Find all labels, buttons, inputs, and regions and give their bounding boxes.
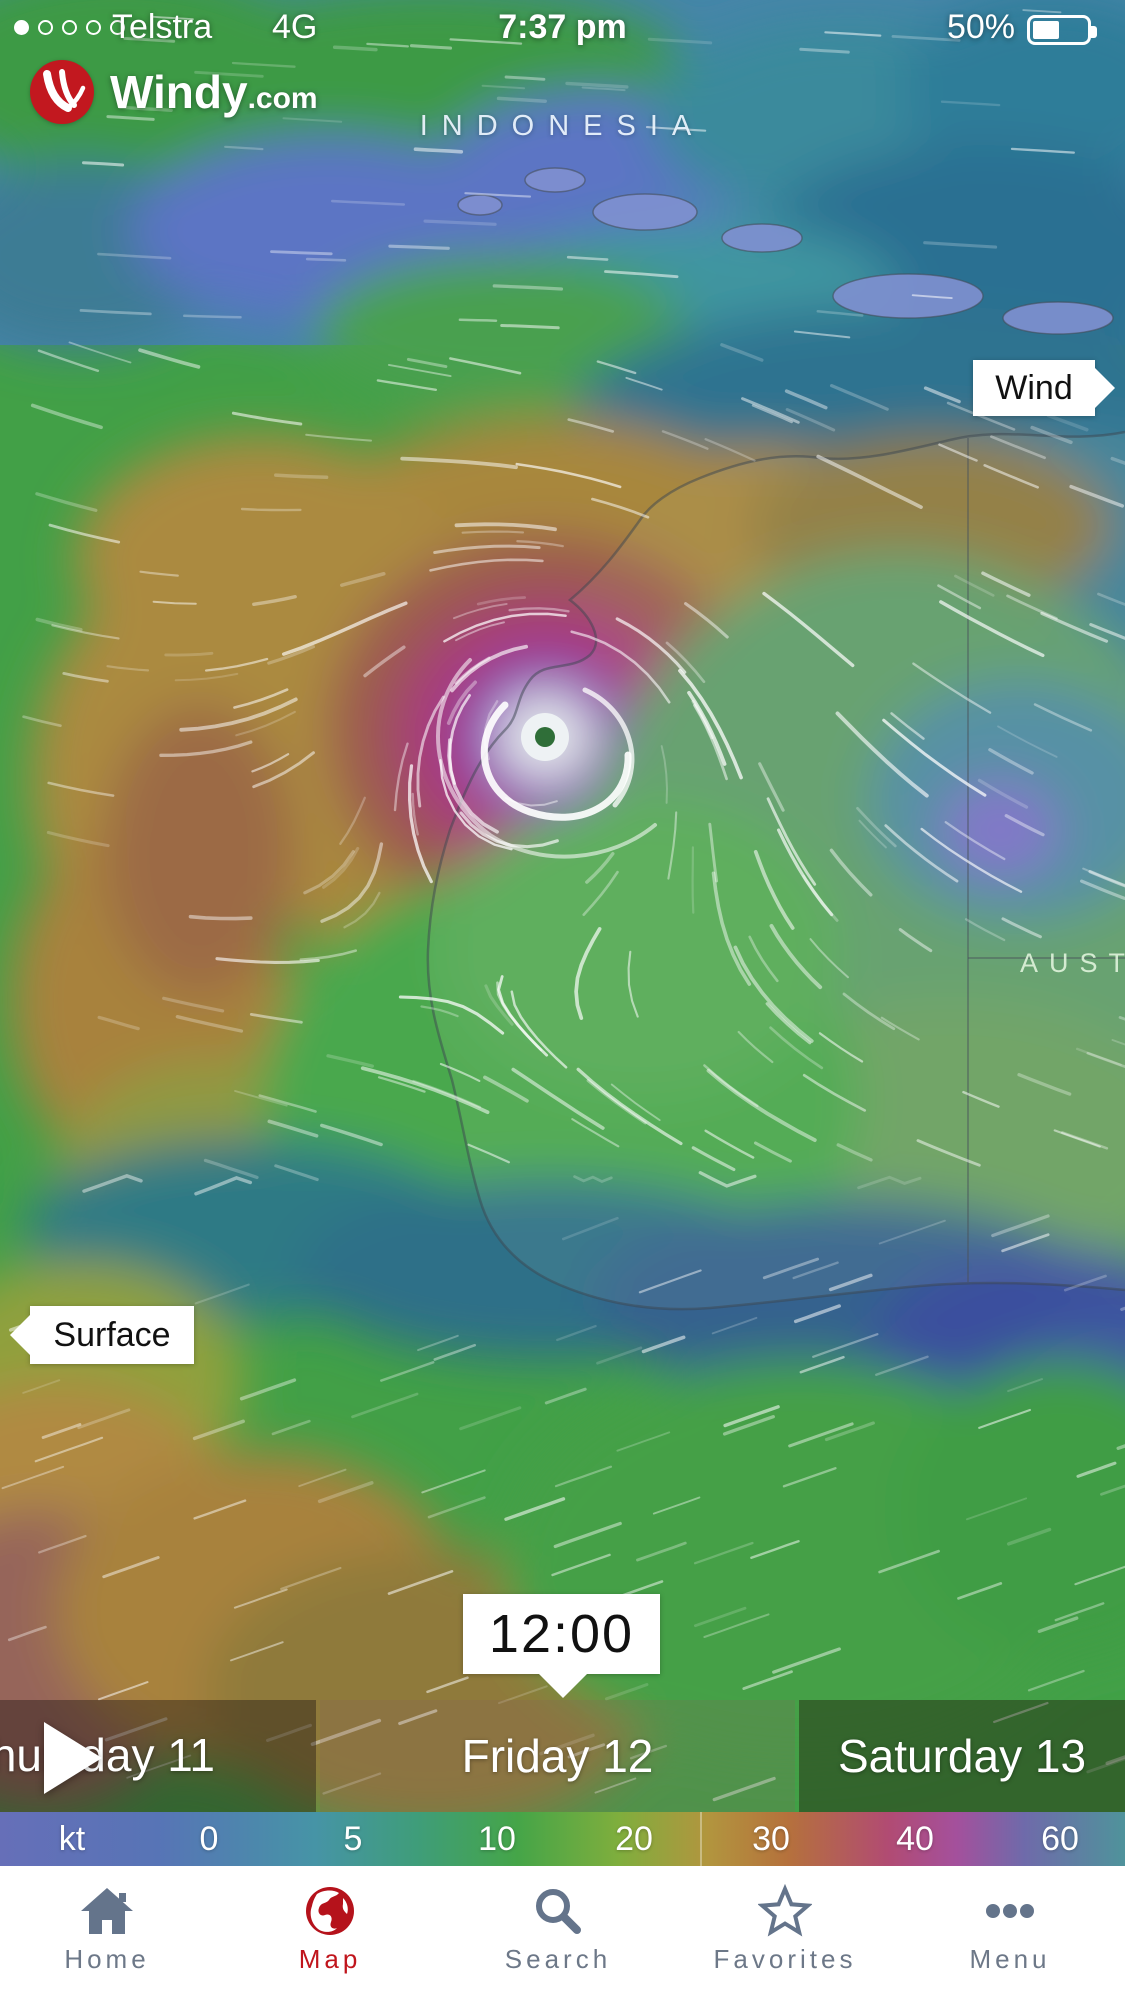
day-label: Saturday 13 [837, 1730, 1087, 1782]
legend-tick: 10 [478, 1820, 516, 1858]
legend-divider [700, 1812, 702, 1866]
timeline-day-friday[interactable]: Friday 12 [320, 1700, 795, 1812]
ellipsis-icon [983, 1882, 1037, 1940]
timeline-day-saturday[interactable]: Saturday 13 [799, 1700, 1125, 1812]
nav-item-home[interactable]: Home [7, 1866, 207, 2001]
legend-tick: 30 [752, 1820, 790, 1858]
overlay-picker-badge[interactable]: Wind [973, 360, 1115, 416]
nav-label: Home [64, 1944, 150, 1974]
state-borders [967, 438, 1125, 1282]
bottom-nav-bar: Home Map Search [0, 1866, 1125, 2001]
legend-tick: 60 [1041, 1820, 1079, 1858]
nav-label: Menu [969, 1944, 1051, 1974]
selected-time-label: 12:00 [488, 1604, 635, 1664]
legend-tick: 5 [343, 1820, 363, 1858]
islands-layer [457, 167, 1114, 335]
app-name: Windy [110, 66, 248, 118]
battery-icon [1027, 15, 1097, 45]
day-label: Thursday 11 [0, 1729, 215, 1781]
nav-item-favorites[interactable]: Favorites [685, 1866, 885, 2001]
selected-time-bubble[interactable]: 12:00 [463, 1594, 660, 1698]
wind-streaks-layer [1, 9, 1125, 1802]
nav-label: Map [298, 1944, 362, 1974]
globe-icon [303, 1882, 357, 1940]
map-label-australia: AUSTR [1020, 948, 1125, 978]
legend-tick: 20 [615, 1820, 653, 1858]
home-icon [80, 1882, 134, 1940]
legend-unit-label: kt [58, 1820, 86, 1858]
windy-logo[interactable]: Windy.com [30, 60, 318, 124]
nav-item-search[interactable]: Search [458, 1866, 658, 2001]
nav-label: Search [504, 1944, 612, 1974]
network-type-label: 4G [272, 8, 318, 46]
windy-logo-icon [30, 60, 94, 124]
app-domain: .com [247, 82, 318, 115]
timeline-scrubber[interactable]: Thursday 11 Friday 12 Saturday 13 [0, 1700, 1125, 1812]
search-icon [531, 1882, 585, 1940]
nav-label: Favorites [713, 1944, 857, 1974]
map-label-indonesia: INDONESIA [419, 110, 706, 142]
star-icon [758, 1882, 812, 1940]
cyclone-icon [435, 658, 657, 859]
status-bar: Telstra 4G 7:37 pm 50% [0, 0, 1125, 56]
carrier-label: Telstra [112, 8, 213, 46]
chevron-right-icon [1095, 368, 1115, 408]
wind-speed-legend[interactable]: kt 0 5 10 20 30 40 60 [0, 1812, 1125, 1866]
play-icon[interactable] [44, 1722, 102, 1794]
level-picker-badge[interactable]: Surface [10, 1306, 194, 1364]
nav-item-menu[interactable]: Menu [910, 1866, 1110, 2001]
app-title: Windy.com [110, 65, 318, 119]
bubble-pointer [539, 1674, 587, 1698]
battery-percent-label: 50% [946, 8, 1015, 46]
signal-strength-icon [14, 20, 125, 35]
legend-tick: 0 [199, 1820, 219, 1858]
day-label: Friday 12 [461, 1730, 654, 1782]
nav-item-map[interactable]: Map [230, 1866, 430, 2001]
chevron-left-icon [10, 1315, 30, 1355]
status-clock: 7:37 pm [498, 8, 627, 46]
overlay-badge-label: Wind [995, 368, 1073, 407]
level-badge-label: Surface [53, 1315, 171, 1354]
legend-tick: 40 [896, 1820, 934, 1858]
